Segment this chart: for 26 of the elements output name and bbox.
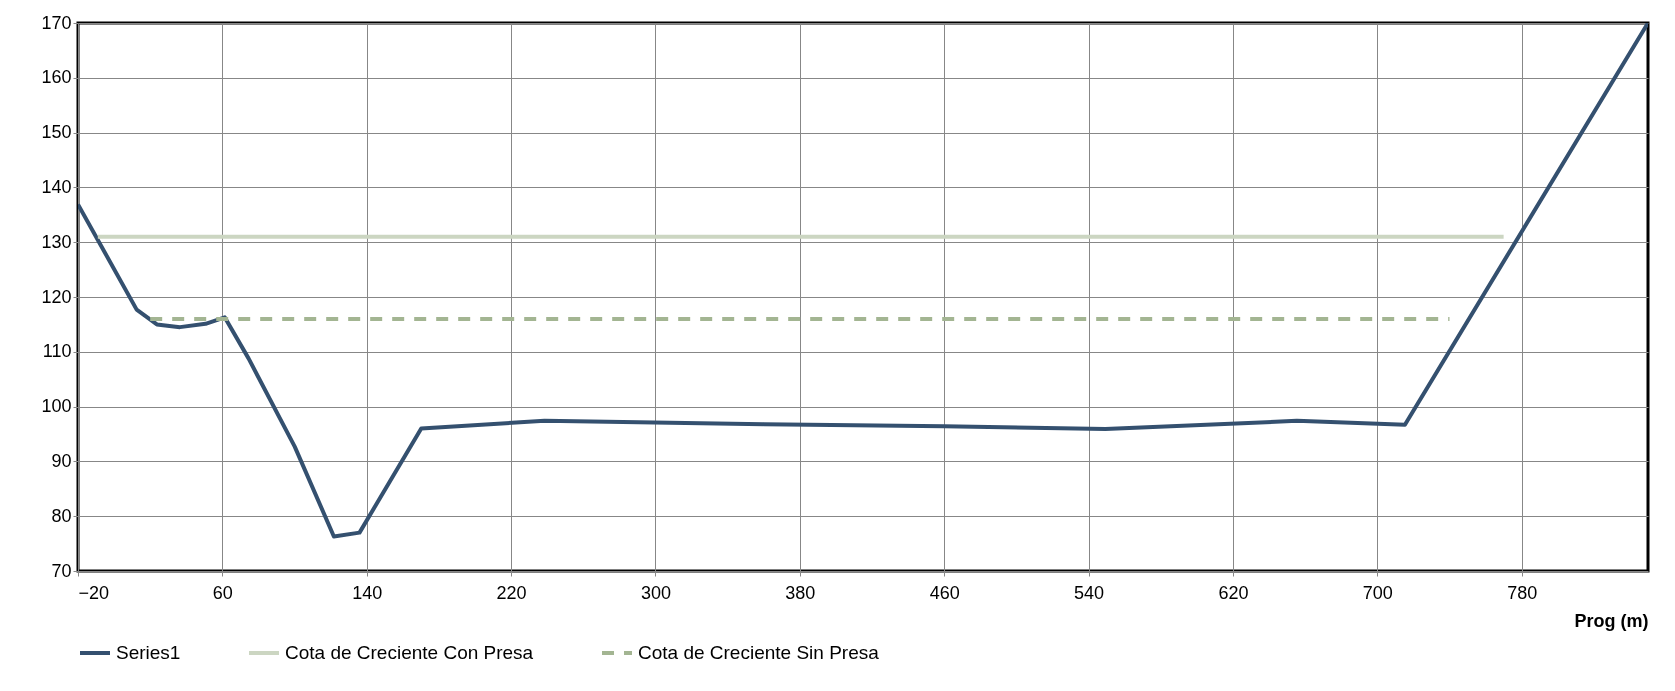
- x-axis-title: Prog (m): [1574, 610, 1649, 631]
- x-tick-label: −20: [78, 582, 110, 603]
- y-tick-label: 90: [51, 450, 72, 471]
- x-tick-label: 140: [352, 582, 383, 603]
- y-tick-label: 110: [42, 341, 72, 362]
- legend-label: Cota de Creciente Sin Presa: [638, 642, 880, 663]
- y-tick-label: 100: [41, 396, 72, 417]
- y-tick-label: 80: [51, 505, 72, 526]
- x-tick-label: 220: [496, 582, 527, 603]
- x-tick-label: 780: [1507, 582, 1538, 603]
- legend-label: Series1: [116, 642, 181, 663]
- legend-label: Cota de Creciente Con Presa: [285, 642, 534, 663]
- y-tick-label: 170: [41, 12, 72, 33]
- y-tick-label: 120: [41, 286, 72, 307]
- y-tick-label: 150: [41, 122, 72, 143]
- x-tick-label: 620: [1218, 582, 1249, 603]
- x-tick-label: 300: [640, 582, 671, 603]
- x-tick-label: 60: [212, 582, 233, 603]
- x-tick-label: 700: [1362, 582, 1393, 603]
- y-tick-label: 160: [41, 67, 72, 88]
- x-tick-label: 540: [1074, 582, 1105, 603]
- y-tick-label: 140: [41, 176, 72, 197]
- y-tick-label: 130: [41, 231, 72, 252]
- x-tick-label: 380: [785, 582, 816, 603]
- x-tick-label: 460: [929, 582, 960, 603]
- y-tick-label: 70: [51, 560, 72, 581]
